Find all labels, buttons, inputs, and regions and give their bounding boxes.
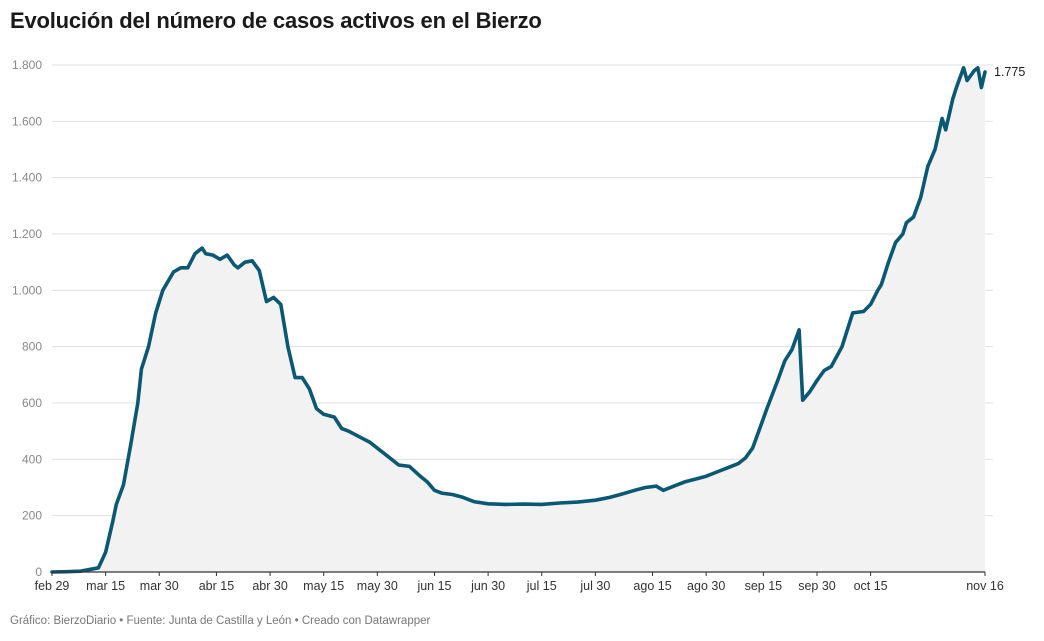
x-tick-label-2020-10-15: oct 15 (854, 579, 888, 593)
y-tick-label-0: 0 (35, 565, 42, 579)
x-tick-label-2020-08-30: ago 30 (687, 579, 725, 593)
x-tick-label-2020-11-16: nov 16 (966, 579, 1004, 593)
y-tick-label-1800: 1.800 (12, 58, 42, 72)
x-tick-label-2020-03-15: mar 15 (86, 579, 125, 593)
line-area-chart: 0 200 400 600 800 1.000 1.200 1.400 1.600 1.800 f… (12, 58, 1025, 593)
x-tick-label-2020-07-30: jul 30 (579, 579, 610, 593)
chart-title: Evolución del número de casos activos en… (10, 8, 542, 33)
end-value-label: 1.775 (994, 65, 1025, 79)
end-value-label-layer: 1.775 (994, 65, 1025, 79)
x-tick-label-2020-09-15: sep 15 (745, 579, 783, 593)
x-axis (51, 571, 986, 576)
x-tick-label-2020-08-15: ago 15 (633, 579, 671, 593)
y-tick-label-1400: 1.400 (12, 171, 42, 185)
x-tick-label-2020-05-30: may 30 (357, 579, 398, 593)
x-tick-label-2020-07-15: jul 15 (526, 579, 557, 593)
area-fill-layer (52, 67, 985, 573)
x-tick-label-2020-03-30: mar 30 (140, 579, 179, 593)
y-tick-label-1000: 1.000 (12, 283, 42, 297)
y-tick-label-200: 200 (22, 509, 42, 523)
series-line-active-cases (50, 66, 987, 574)
y-axis-tick-labels: 0 200 400 600 800 1.000 1.200 1.400 1.600 1.800 (12, 58, 42, 579)
x-tick-label-2020-05-15: may 15 (303, 579, 344, 593)
y-tick-label-1200: 1.200 (12, 227, 42, 241)
x-axis-tick-labels: feb 29 mar 15 mar 30 abr 15 abr 30 may 15 may … (35, 579, 1004, 593)
x-tick-label-2020-04-15: abr 15 (199, 579, 234, 593)
chart-area: 0 200 400 600 800 1.000 1.200 1.400 1.600 1.800 f… (0, 40, 1044, 600)
x-tick-label-2020-06-15: jun 15 (416, 579, 451, 593)
x-tick-label-2020-09-30: sep 30 (798, 579, 836, 593)
y-tick-label-800: 800 (22, 340, 42, 354)
y-tick-label-600: 600 (22, 396, 42, 410)
area-fill (52, 67, 985, 573)
y-tick-label-400: 400 (22, 452, 42, 466)
x-tick-label-2020-02-29: feb 29 (35, 579, 70, 593)
x-tick-label-2020-06-30: jun 30 (470, 579, 505, 593)
x-tick-label-2020-04-30: abr 30 (252, 579, 287, 593)
y-tick-label-1600: 1.600 (12, 114, 42, 128)
series-line-layer (50, 66, 987, 574)
chart-footer-credits: Gráfico: BierzoDiario • Fuente: Junta de… (10, 615, 431, 627)
